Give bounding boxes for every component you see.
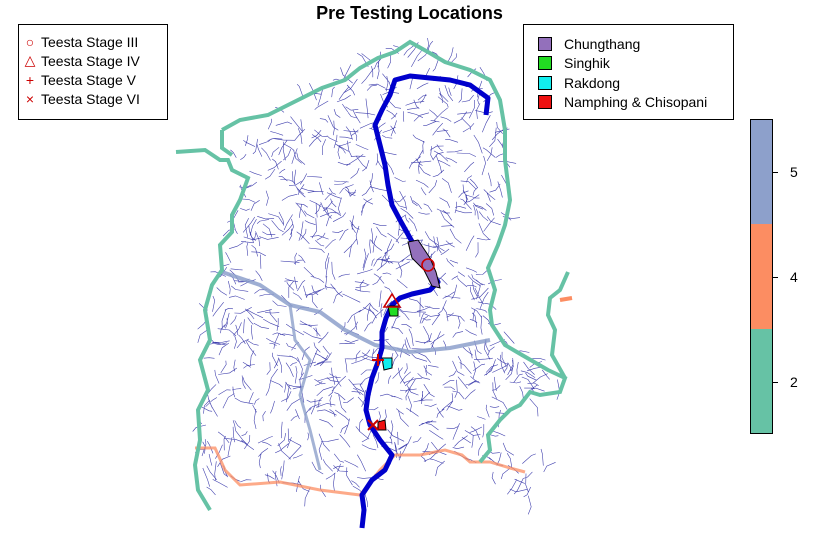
stage-legend-label: Teesta Stage VI bbox=[41, 90, 140, 107]
location-legend-label: Singhik bbox=[564, 55, 610, 71]
stage-legend: ○ Teesta Stage III △ Teesta Stage IV + Teesta… bbox=[18, 24, 168, 120]
stream-lines bbox=[192, 37, 561, 515]
location-legend-item: Namphing & Chisopani bbox=[538, 93, 707, 112]
circle-marker-icon: ○ bbox=[25, 33, 35, 50]
colorbar-label-4: 4 bbox=[790, 269, 798, 285]
teesta-stage-iv-marker bbox=[382, 292, 402, 308]
legend-swatch-icon bbox=[538, 75, 552, 90]
colorbar-label-5: 5 bbox=[790, 164, 798, 180]
colorbar-label-2: 2 bbox=[790, 374, 798, 390]
tributary-river-southwest bbox=[288, 304, 322, 471]
colorbar-segment-high bbox=[751, 120, 772, 224]
plus-marker-icon: + bbox=[25, 71, 35, 88]
colorbar-tick bbox=[772, 172, 778, 173]
location-legend-item: Rakdong bbox=[538, 73, 620, 92]
map-title: Pre Testing Locations bbox=[316, 3, 503, 23]
colorbar-tick bbox=[772, 382, 778, 383]
stage-legend-label: Teesta Stage V bbox=[41, 71, 136, 88]
cross-marker-icon: × bbox=[25, 90, 35, 107]
location-legend: Chungthang Singhik Rakdong Namphing & Chiso… bbox=[523, 24, 734, 120]
southern-boundary-river bbox=[195, 446, 526, 497]
colorbar bbox=[750, 119, 773, 434]
location-legend-label: Rakdong bbox=[564, 74, 621, 91]
stage-legend-label: Teesta Stage IV bbox=[41, 52, 140, 69]
tributary-river-west bbox=[221, 270, 491, 355]
colorbar-tick bbox=[772, 277, 778, 278]
stage-legend-item: △ Teesta Stage IV bbox=[19, 51, 140, 70]
location-legend-item: Singhik bbox=[538, 54, 610, 73]
legend-swatch-icon bbox=[538, 36, 552, 51]
stage-legend-item: + Teesta Stage V bbox=[19, 70, 136, 89]
location-namphing-chisopani bbox=[377, 419, 387, 431]
colorbar-segment-mid bbox=[751, 224, 772, 329]
stage-legend-label: Teesta Stage III bbox=[41, 33, 139, 50]
teesta-stage-iii-marker bbox=[421, 258, 435, 272]
location-rakdong bbox=[381, 357, 393, 371]
location-legend-item: Chungthang bbox=[538, 34, 640, 53]
legend-swatch-icon bbox=[538, 56, 552, 70]
stage-legend-item: × Teesta Stage VI bbox=[19, 89, 140, 108]
eastern-boundary-stub bbox=[559, 296, 573, 302]
location-chungthang bbox=[407, 239, 441, 289]
location-legend-label: Chungthang bbox=[564, 35, 641, 52]
colorbar-segment-low bbox=[751, 329, 772, 433]
state-boundary bbox=[175, 39, 570, 512]
teesta-stage-v-marker bbox=[372, 354, 384, 366]
teesta-stage-vi-marker bbox=[367, 419, 379, 431]
triangle-marker-icon: △ bbox=[24, 52, 36, 68]
stage-legend-item: ○ Teesta Stage III bbox=[19, 32, 139, 51]
location-legend-label: Namphing & Chisopani bbox=[564, 94, 708, 110]
legend-swatch-icon bbox=[538, 95, 552, 109]
stream-network bbox=[192, 37, 561, 515]
location-singhik bbox=[387, 305, 399, 317]
